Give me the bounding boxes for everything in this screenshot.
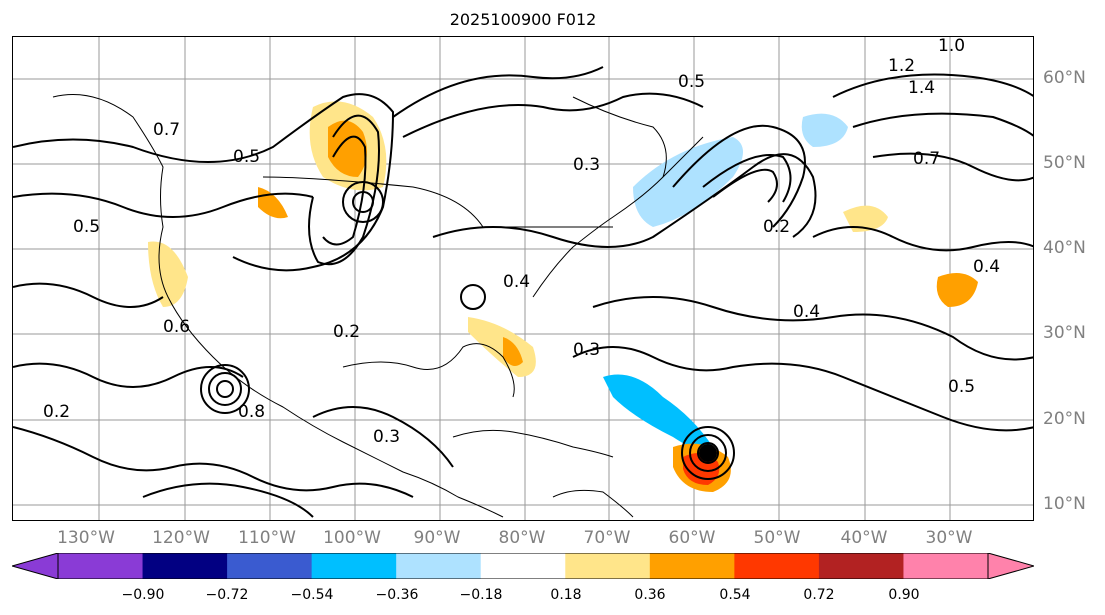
lon-label: 70°W: [583, 528, 631, 548]
colorbar-bin: [227, 553, 313, 579]
colorbar-tick-label: 0.54: [719, 587, 751, 603]
colorbar-min-arrow-outline: [12, 553, 59, 579]
contours: [13, 66, 1033, 518]
colorbar-bin: [734, 553, 820, 579]
lon-label: 120°W: [152, 528, 210, 548]
contour-label: 1.2: [888, 56, 915, 76]
contour-label: 0.2: [763, 217, 790, 237]
lon-label: 60°W: [668, 528, 716, 548]
contour-label: 0.7: [913, 149, 940, 169]
fill-negative-newfoundland: [633, 137, 743, 227]
contour-label: 0.3: [573, 155, 600, 175]
contour-label: 0.5: [73, 217, 100, 237]
colorbar-bin: [480, 553, 566, 579]
contour-label: 0.3: [573, 340, 600, 360]
colorbar-segments: [12, 553, 1034, 579]
lon-label: 130°W: [57, 528, 115, 548]
lon-label: 100°W: [323, 528, 381, 548]
colorbar-tick-label: 0.18: [550, 587, 582, 603]
contour-label: 0.5: [233, 147, 260, 167]
contour-label: 0.7: [153, 120, 180, 140]
colorbar-bin: [58, 553, 144, 579]
colorbar-tick-label: −0.36: [375, 587, 419, 603]
contour-label: 0.5: [948, 377, 975, 397]
map-svg: 0.2 0.3 0.4 0.5 0.6 0.7 0.8 1.0 1.2 1.4 …: [13, 37, 1033, 520]
colorbar-tick-label: −0.18: [459, 587, 503, 603]
colorbar-tick-label: 0.72: [803, 587, 835, 603]
lat-label: 50°N: [1043, 153, 1086, 173]
map-title: 2025100900 F012: [449, 10, 597, 29]
lon-label: 50°W: [753, 528, 801, 548]
contour-label: 0.5: [678, 72, 705, 92]
anomaly-fills: [148, 101, 978, 492]
colorbar-tick-label: −0.90: [121, 587, 165, 603]
colorbar-bin: [903, 553, 989, 579]
lat-label: 40°N: [1043, 238, 1086, 258]
contour-label: 0.3: [373, 427, 400, 447]
lat-label: 20°N: [1043, 409, 1086, 429]
fill-positive-east-atlantic: [936, 273, 978, 307]
colorbar-max-arrow: [988, 553, 1034, 579]
storm-center-marker: [699, 444, 717, 462]
colorbar-bin: [565, 553, 651, 579]
lat-label: 10°N: [1043, 494, 1086, 514]
lon-label: 30°W: [925, 528, 973, 548]
gridlines: [13, 37, 1033, 520]
colorbar-tick-label: 0.90: [888, 587, 920, 603]
fill-positive-rockies-core: [328, 120, 367, 177]
colorbar-min-arrow: [12, 553, 58, 579]
colorbar-bin: [649, 553, 735, 579]
lon-label: 90°W: [413, 528, 461, 548]
colorbar-tick-label: −0.54: [290, 587, 334, 603]
colorbar-bin: [142, 553, 228, 579]
lat-label: 30°N: [1043, 323, 1086, 343]
colorbar-bin: [311, 553, 397, 579]
colorbar-bin: [818, 553, 904, 579]
contour-label: 0.8: [238, 402, 265, 422]
lat-label: 60°N: [1043, 68, 1086, 88]
contour-label: 1.4: [908, 78, 935, 98]
fill-negative-atlantic: [603, 374, 713, 451]
contour-label: 0.2: [43, 402, 70, 422]
fill-positive-mid-atlantic: [843, 205, 888, 232]
contour-label: 0.4: [973, 257, 1000, 277]
fill-positive-florida: [503, 337, 523, 366]
contour-label: 1.0: [938, 37, 965, 56]
contour-label: 0.4: [503, 272, 530, 292]
lon-label: 80°W: [498, 528, 546, 548]
colorbar-bin: [396, 553, 482, 579]
fill-positive-west: [258, 187, 288, 219]
contour-label: 0.2: [333, 322, 360, 342]
contour-label: 0.4: [793, 302, 820, 322]
colorbar: [12, 553, 1034, 579]
colorbar-tick-label: 0.36: [634, 587, 666, 603]
lon-label: 110°W: [238, 528, 296, 548]
colorbar-max-arrow-outline: [987, 553, 1034, 579]
lon-label: 40°W: [840, 528, 888, 548]
fill-positive-southeast: [468, 317, 536, 377]
fill-positive-pacific: [148, 241, 188, 307]
contour-labels: 0.2 0.3 0.4 0.5 0.6 0.7 0.8 1.0 1.2 1.4 …: [43, 37, 1000, 447]
map-panel: 0.2 0.3 0.4 0.5 0.6 0.7 0.8 1.0 1.2 1.4 …: [12, 36, 1034, 521]
colorbar-tick-label: −0.72: [205, 587, 249, 603]
fill-negative-north-atlantic: [801, 113, 848, 147]
contour-label: 0.6: [163, 317, 190, 337]
